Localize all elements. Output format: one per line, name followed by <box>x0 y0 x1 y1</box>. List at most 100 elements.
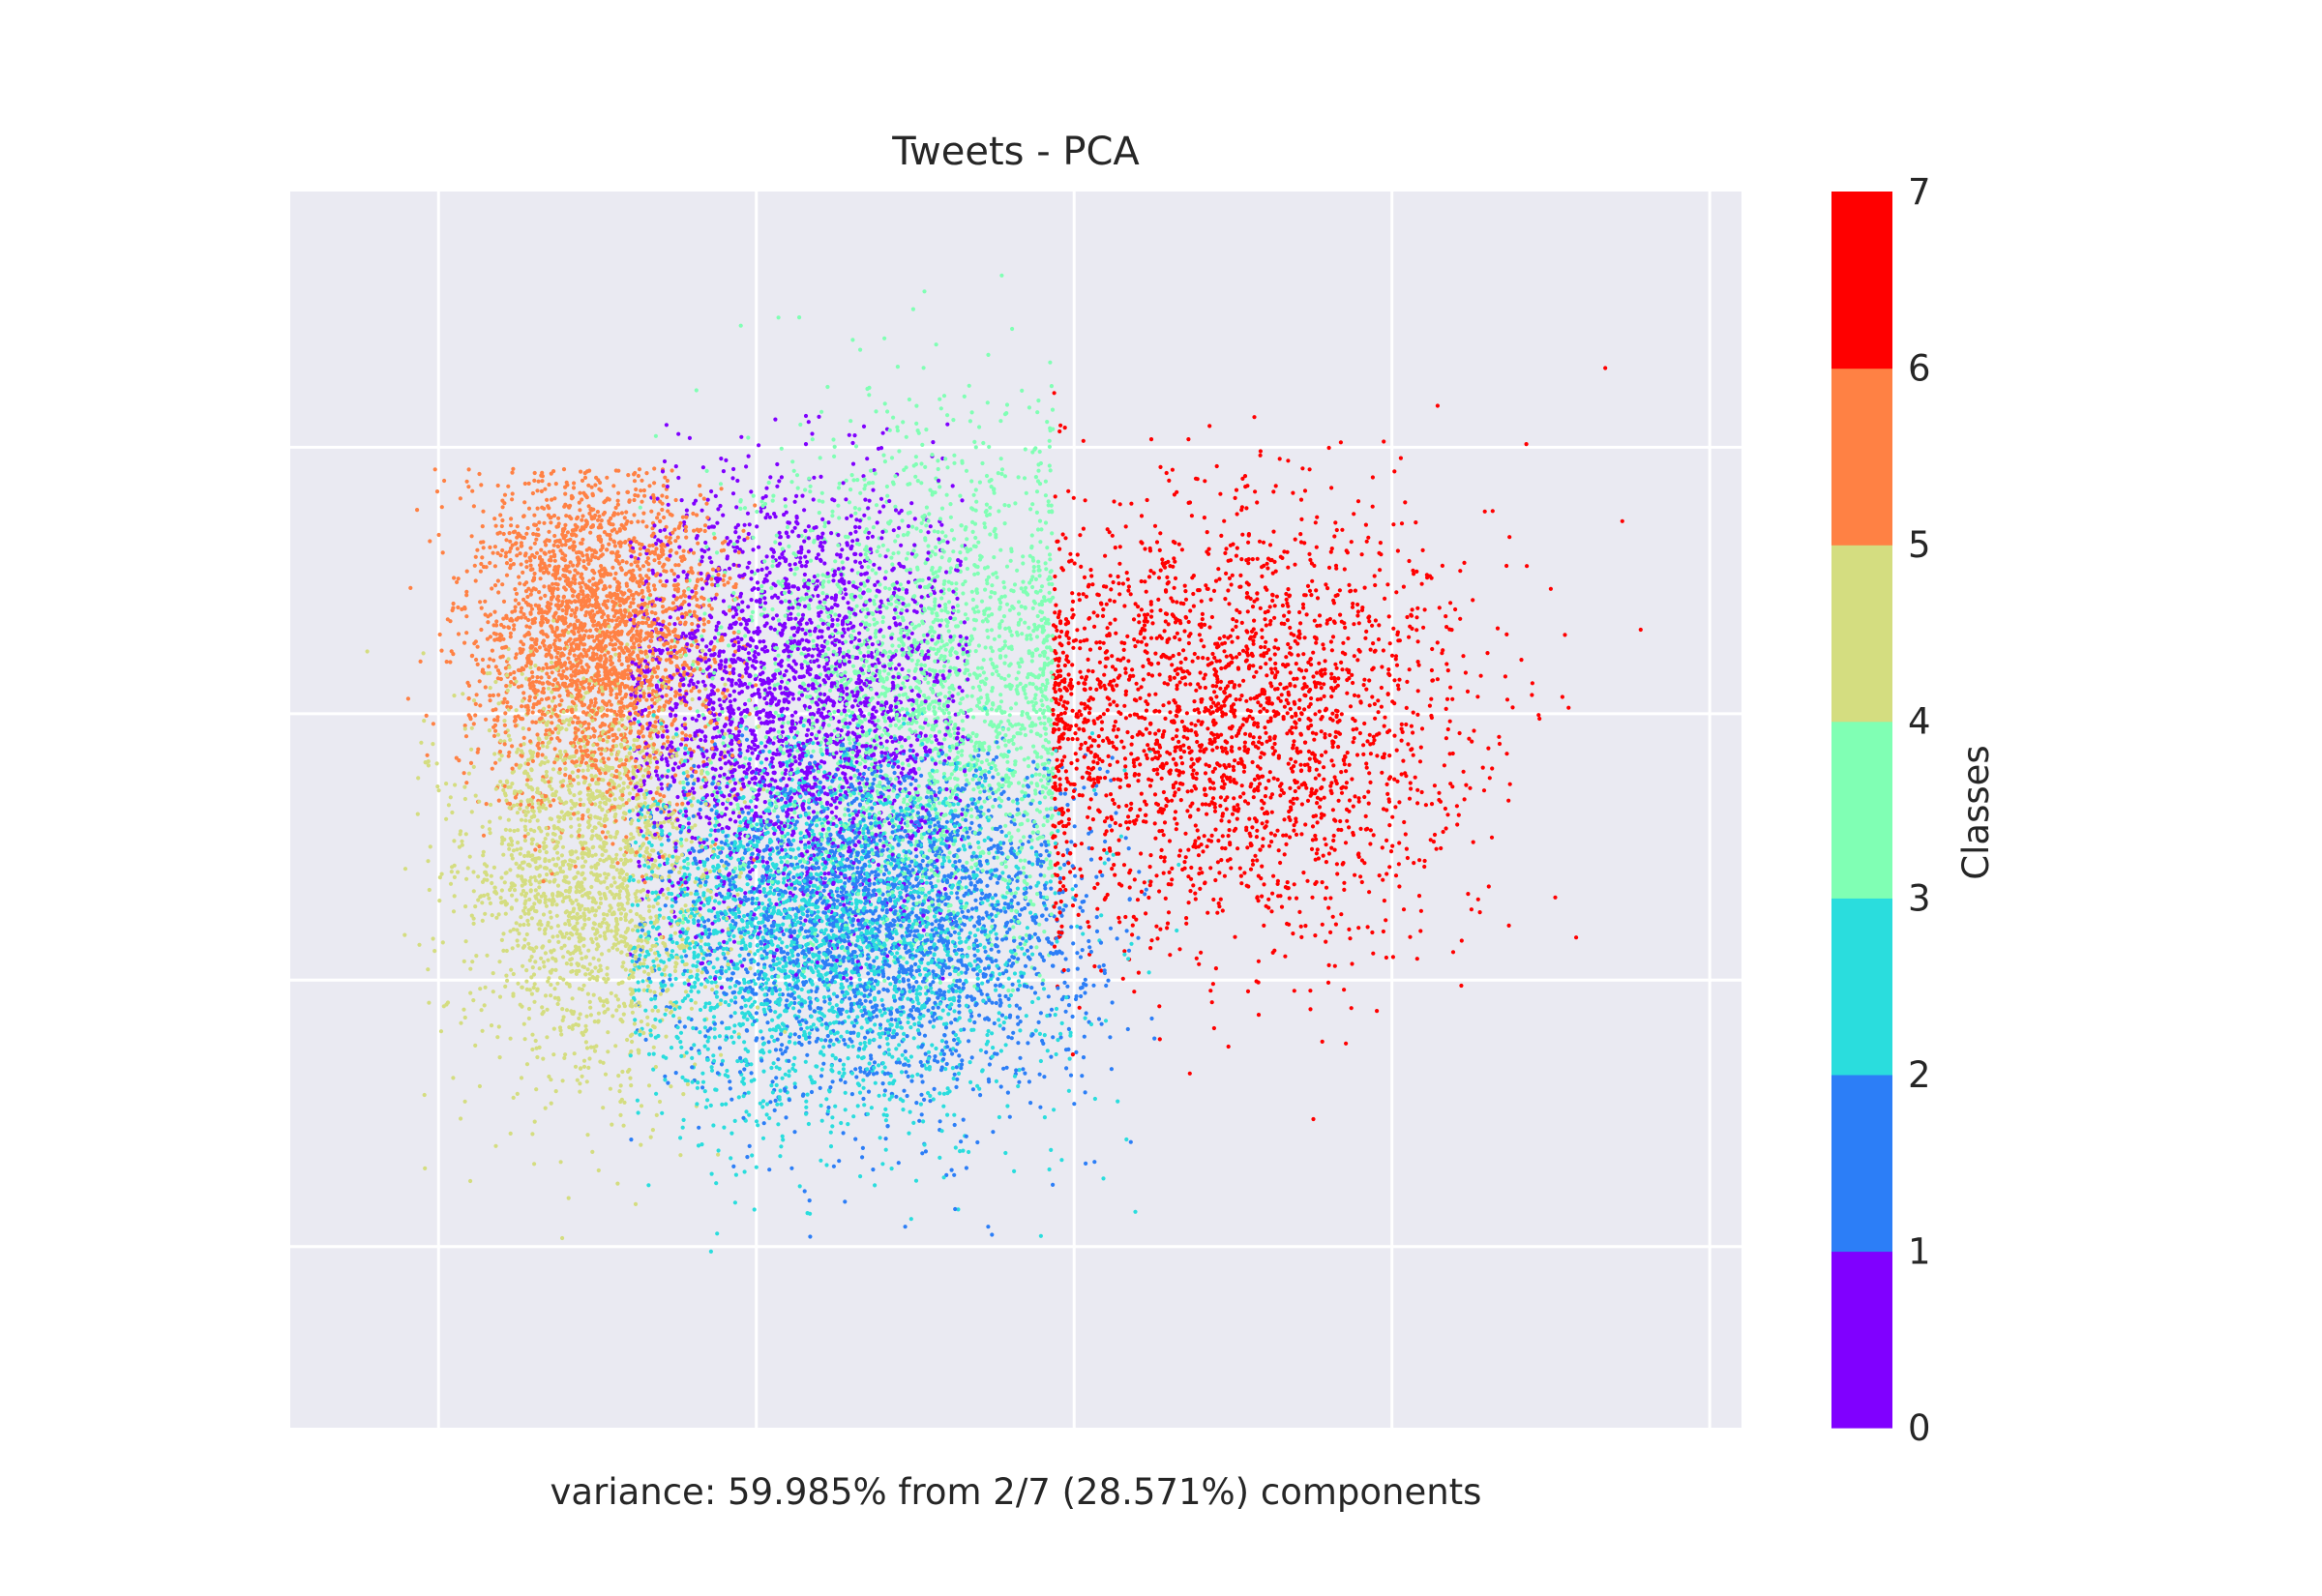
data-point-class-3 <box>1022 835 1027 840</box>
data-point-class-0 <box>879 751 884 755</box>
data-point-class-5 <box>537 520 542 525</box>
data-point-class-5 <box>591 576 596 581</box>
data-point-class-4 <box>537 927 542 931</box>
data-point-class-6 <box>1250 605 1256 609</box>
data-point-class-2 <box>703 1001 708 1006</box>
data-point-class-3 <box>938 406 943 411</box>
data-point-class-2 <box>785 944 789 949</box>
data-point-class-0 <box>843 587 848 592</box>
data-point-class-5 <box>622 516 627 520</box>
data-point-class-3 <box>1029 577 1034 582</box>
data-point-class-4 <box>716 1152 721 1157</box>
data-point-class-4 <box>575 1078 580 1082</box>
data-point-class-2 <box>1049 1147 1054 1152</box>
data-point-class-3 <box>987 783 992 788</box>
data-point-class-6 <box>1420 547 1425 553</box>
data-point-class-5 <box>456 605 461 610</box>
data-point-class-6 <box>1305 878 1310 883</box>
data-point-class-6 <box>1110 828 1115 833</box>
data-point-class-6 <box>1440 563 1444 569</box>
data-point-class-3 <box>939 596 944 601</box>
data-point-class-0 <box>960 498 965 503</box>
data-point-class-0 <box>805 559 810 565</box>
data-point-class-2 <box>930 1043 935 1048</box>
data-point-class-1 <box>1063 957 1068 961</box>
data-point-class-6 <box>1158 464 1163 469</box>
data-point-class-4 <box>560 844 566 849</box>
data-point-class-6 <box>1170 798 1175 803</box>
data-point-class-4 <box>681 1092 686 1097</box>
data-point-class-0 <box>660 469 666 474</box>
data-point-class-0 <box>632 717 638 722</box>
data-point-class-0 <box>797 761 802 766</box>
data-point-class-2 <box>799 987 804 992</box>
data-point-class-3 <box>1015 568 1020 573</box>
data-point-class-5 <box>646 705 652 710</box>
data-point-class-6 <box>1208 785 1213 791</box>
data-point-class-2 <box>867 1061 872 1066</box>
data-point-class-0 <box>699 737 703 743</box>
data-point-class-6 <box>1067 559 1072 564</box>
data-point-class-3 <box>1017 665 1022 669</box>
data-point-class-1 <box>966 908 970 914</box>
data-point-class-1 <box>1018 1055 1023 1060</box>
data-point-class-4 <box>672 931 678 935</box>
data-point-class-3 <box>1009 547 1014 551</box>
data-point-class-6 <box>1227 828 1232 833</box>
data-point-class-1 <box>862 1035 868 1040</box>
data-point-class-2 <box>696 1143 701 1148</box>
data-point-class-2 <box>633 1018 638 1022</box>
data-point-class-4 <box>461 959 466 964</box>
scatter-points <box>365 273 1643 1254</box>
data-point-class-6 <box>1475 897 1480 901</box>
data-point-class-6 <box>1101 640 1106 645</box>
data-point-class-6 <box>1255 500 1260 505</box>
data-point-class-5 <box>536 479 541 484</box>
data-point-class-3 <box>967 383 971 388</box>
data-point-class-6 <box>1083 740 1087 746</box>
data-point-class-3 <box>998 547 1003 552</box>
data-point-class-0 <box>873 582 878 588</box>
data-point-class-0 <box>752 743 758 748</box>
data-point-class-3 <box>1039 778 1044 783</box>
data-point-class-0 <box>923 819 928 824</box>
data-point-class-6 <box>1392 678 1397 683</box>
data-point-class-5 <box>599 752 604 756</box>
data-point-class-6 <box>1137 613 1142 618</box>
data-point-class-1 <box>1010 982 1015 987</box>
data-point-class-6 <box>1325 621 1329 626</box>
data-point-class-3 <box>1034 510 1039 516</box>
data-point-class-1 <box>709 808 714 813</box>
data-point-class-3 <box>900 706 905 711</box>
data-point-class-3 <box>969 865 974 870</box>
data-point-class-5 <box>473 578 478 583</box>
data-point-class-1 <box>1109 1067 1114 1072</box>
data-point-class-3 <box>716 631 721 636</box>
data-point-class-3 <box>997 509 1001 514</box>
data-point-class-2 <box>1101 1176 1106 1181</box>
data-point-class-6 <box>1345 818 1350 823</box>
data-point-class-3 <box>898 582 904 587</box>
data-point-class-2 <box>670 854 675 859</box>
data-point-class-4 <box>560 1007 565 1012</box>
data-point-class-6 <box>1203 479 1207 484</box>
data-point-class-4 <box>544 850 549 855</box>
data-point-class-6 <box>1380 665 1384 669</box>
data-point-class-3 <box>817 511 821 516</box>
data-point-class-5 <box>486 665 491 669</box>
data-point-class-4 <box>527 818 532 824</box>
data-point-class-6 <box>1329 486 1334 490</box>
data-point-class-1 <box>991 1130 996 1135</box>
data-point-class-3 <box>851 478 856 483</box>
data-point-class-5 <box>526 506 532 511</box>
data-point-class-2 <box>669 933 673 938</box>
data-point-class-5 <box>652 558 657 563</box>
data-point-class-1 <box>1005 930 1010 935</box>
data-point-class-6 <box>1401 758 1406 763</box>
data-point-class-4 <box>544 903 550 908</box>
data-point-class-6 <box>1308 557 1313 563</box>
data-point-class-4 <box>543 857 548 862</box>
data-point-class-6 <box>1399 722 1404 727</box>
data-point-class-6 <box>1171 756 1176 761</box>
chart-title: Tweets - PCA <box>891 130 1140 174</box>
